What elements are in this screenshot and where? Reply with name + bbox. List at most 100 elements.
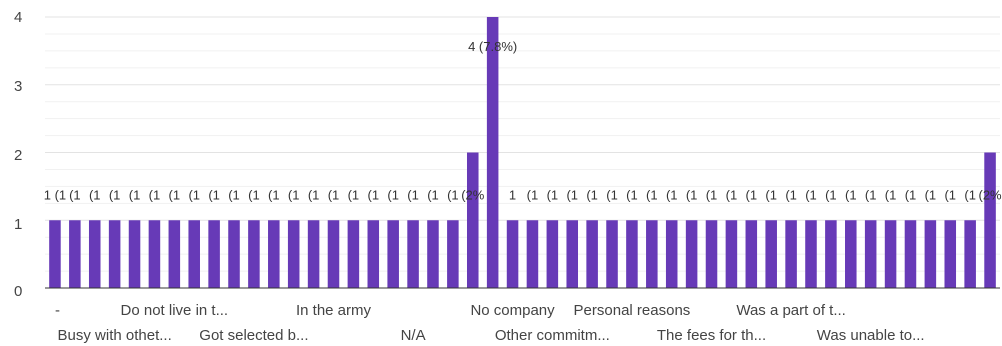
data-label-4: (1 — [129, 187, 141, 202]
x-tick-label-row2-10: Got selected b... — [199, 327, 308, 344]
bars — [49, 17, 996, 288]
data-label-38: (1 — [805, 187, 817, 202]
x-tick-label-row2-25: Other commitm... — [495, 327, 610, 344]
bar-39 — [825, 220, 837, 288]
data-label-1: (1 — [69, 187, 81, 202]
bar-37 — [785, 220, 797, 288]
bar-14 — [327, 220, 340, 288]
data-label-37: (1 — [785, 187, 797, 202]
bar-8 — [208, 220, 220, 288]
bar-32 — [685, 220, 698, 288]
bar-26 — [566, 220, 579, 288]
data-label-7: (1 — [188, 187, 200, 202]
bar-23 — [506, 220, 519, 288]
data-label-11: (1 — [268, 187, 280, 202]
data-label-3: (1 — [109, 187, 121, 202]
x-tick-label-row1-14: In the army — [296, 302, 372, 319]
x-tick-label-row1-23: No company — [470, 302, 555, 319]
y-tick-label-0: 0 — [14, 283, 22, 300]
data-label-22: 4 (7.8%) — [468, 39, 517, 54]
data-label-44: (1 — [925, 187, 937, 202]
data-label-34: (1 — [726, 187, 738, 202]
bar-43 — [904, 220, 917, 288]
data-label-12: (1 — [288, 187, 300, 202]
x-tick-label-row2-41: Was unable to... — [817, 327, 925, 344]
data-label-2: (1 — [89, 187, 101, 202]
data-label-47: (2% — [978, 187, 1002, 202]
y-axis-ticks: 4 3 2 1 0 — [14, 9, 22, 300]
bar-6 — [168, 220, 181, 288]
x-tick-label-row1-29: Personal reasons — [574, 302, 691, 319]
data-label-5: (1 — [149, 187, 161, 202]
bar-42 — [884, 220, 897, 288]
data-label-32: (1 — [686, 187, 698, 202]
data-label-29: (1 — [626, 187, 638, 202]
data-labels: 1 (1 (1 (1 (1 (1 (1 (1 (1 (1 (1 (1 (1 (1 (1 (1 (1 (1 (1 (1… — [44, 39, 1002, 202]
data-label-18: (1 — [407, 187, 419, 202]
data-label-24: (1 — [527, 187, 539, 202]
bar-34 — [725, 220, 738, 288]
bar-25 — [546, 220, 559, 288]
data-label-25: (1 — [547, 187, 559, 202]
y-tick-label-4: 4 — [14, 9, 22, 26]
data-label-16: (1 — [368, 187, 380, 202]
bar-7 — [188, 220, 200, 288]
data-label-21: (2% — [461, 187, 485, 202]
data-label-0: 1 (1 — [44, 187, 66, 202]
bar-28 — [606, 220, 618, 288]
bar-9 — [228, 220, 240, 288]
data-label-8: (1 — [208, 187, 220, 202]
bar-11 — [268, 220, 280, 288]
bar-0 — [49, 220, 61, 288]
data-label-41: (1 — [865, 187, 877, 202]
data-label-35: (1 — [746, 187, 758, 202]
data-label-28: (1 — [606, 187, 618, 202]
x-tick-label-row2-18: N/A — [401, 327, 426, 344]
bar-44 — [924, 220, 937, 288]
bar-29 — [626, 220, 638, 288]
data-label-26: (1 — [566, 187, 578, 202]
bar-20 — [447, 220, 459, 288]
data-label-6: (1 — [169, 187, 181, 202]
x-tick-label-row1-0: - — [55, 302, 60, 319]
bar-13 — [307, 220, 320, 288]
data-label-33: (1 — [706, 187, 718, 202]
bar-22 — [486, 17, 499, 288]
bar-18 — [407, 220, 419, 288]
data-label-43: (1 — [905, 187, 917, 202]
bar-2 — [88, 220, 101, 288]
bar-31 — [665, 220, 678, 288]
bar-27 — [586, 220, 598, 288]
bar-47 — [984, 152, 996, 288]
bar-1 — [69, 220, 81, 288]
bar-46 — [964, 220, 976, 288]
bar-12 — [287, 220, 300, 288]
data-label-30: (1 — [646, 187, 658, 202]
bar-19 — [427, 220, 439, 288]
bar-21 — [466, 152, 479, 288]
bar-41 — [864, 220, 877, 288]
bar-36 — [765, 220, 777, 288]
data-label-15: (1 — [348, 187, 360, 202]
bar-16 — [367, 220, 380, 288]
x-tick-label-row1-6: Do not live in t... — [121, 302, 229, 319]
bar-10 — [248, 220, 260, 288]
bar-45 — [944, 220, 957, 288]
bar-3 — [108, 220, 121, 288]
bar-30 — [646, 220, 658, 288]
bar-35 — [745, 220, 758, 288]
gridlines — [45, 16, 1000, 289]
data-label-45: (1 — [944, 187, 956, 202]
bar-17 — [387, 220, 399, 288]
data-label-17: (1 — [387, 187, 399, 202]
data-label-9: (1 — [228, 187, 240, 202]
data-label-19: (1 — [427, 187, 439, 202]
data-label-23: 1 — [509, 187, 516, 202]
data-label-46: (1 — [964, 187, 976, 202]
y-tick-label-2: 2 — [14, 147, 22, 164]
x-tick-label-row1-37: Was a part of t... — [736, 302, 845, 319]
data-label-13: (1 — [308, 187, 320, 202]
y-tick-label-3: 3 — [14, 78, 22, 95]
data-label-40: (1 — [845, 187, 857, 202]
